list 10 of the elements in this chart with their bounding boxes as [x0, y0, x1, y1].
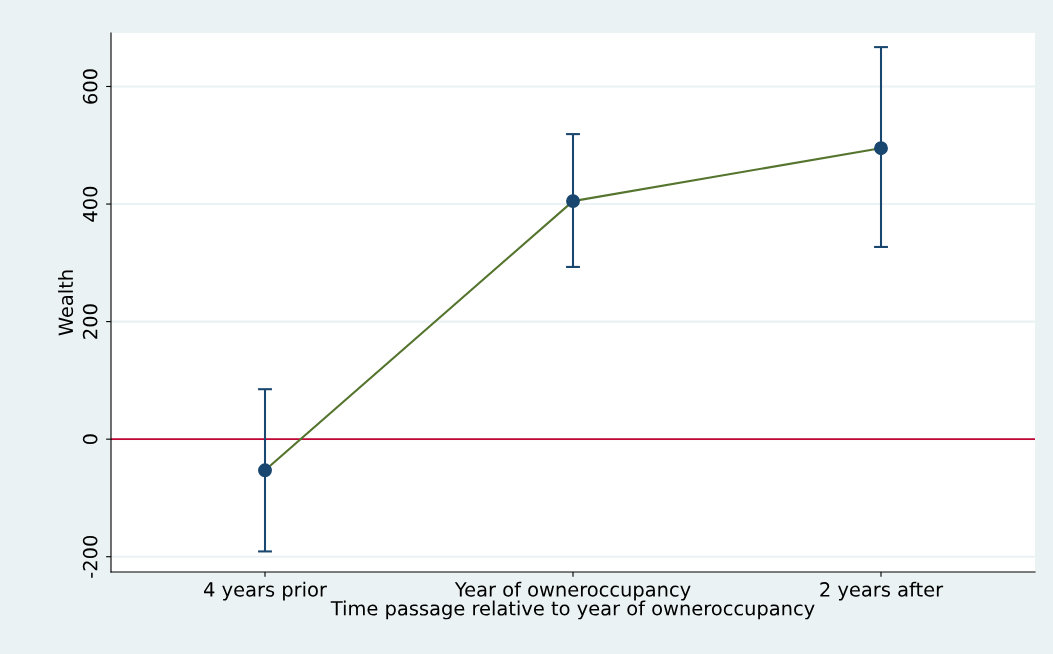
x-tick-label: Year of owneroccupancy: [454, 581, 691, 601]
y-tick-label: 600: [82, 69, 98, 104]
y-tick-label: -200: [82, 535, 98, 578]
x-axis-title: Time passage relative to year of owneroccupancy: [330, 600, 815, 620]
y-tick-label: 0: [82, 434, 98, 445]
x-tick-label: 4 years prior: [204, 581, 327, 601]
y-tick-label: 200: [82, 304, 98, 339]
y-axis-title: Wealth: [58, 270, 74, 336]
x-tick-label: 2 years after: [820, 581, 944, 601]
y-tick-label: 400: [82, 186, 98, 222]
